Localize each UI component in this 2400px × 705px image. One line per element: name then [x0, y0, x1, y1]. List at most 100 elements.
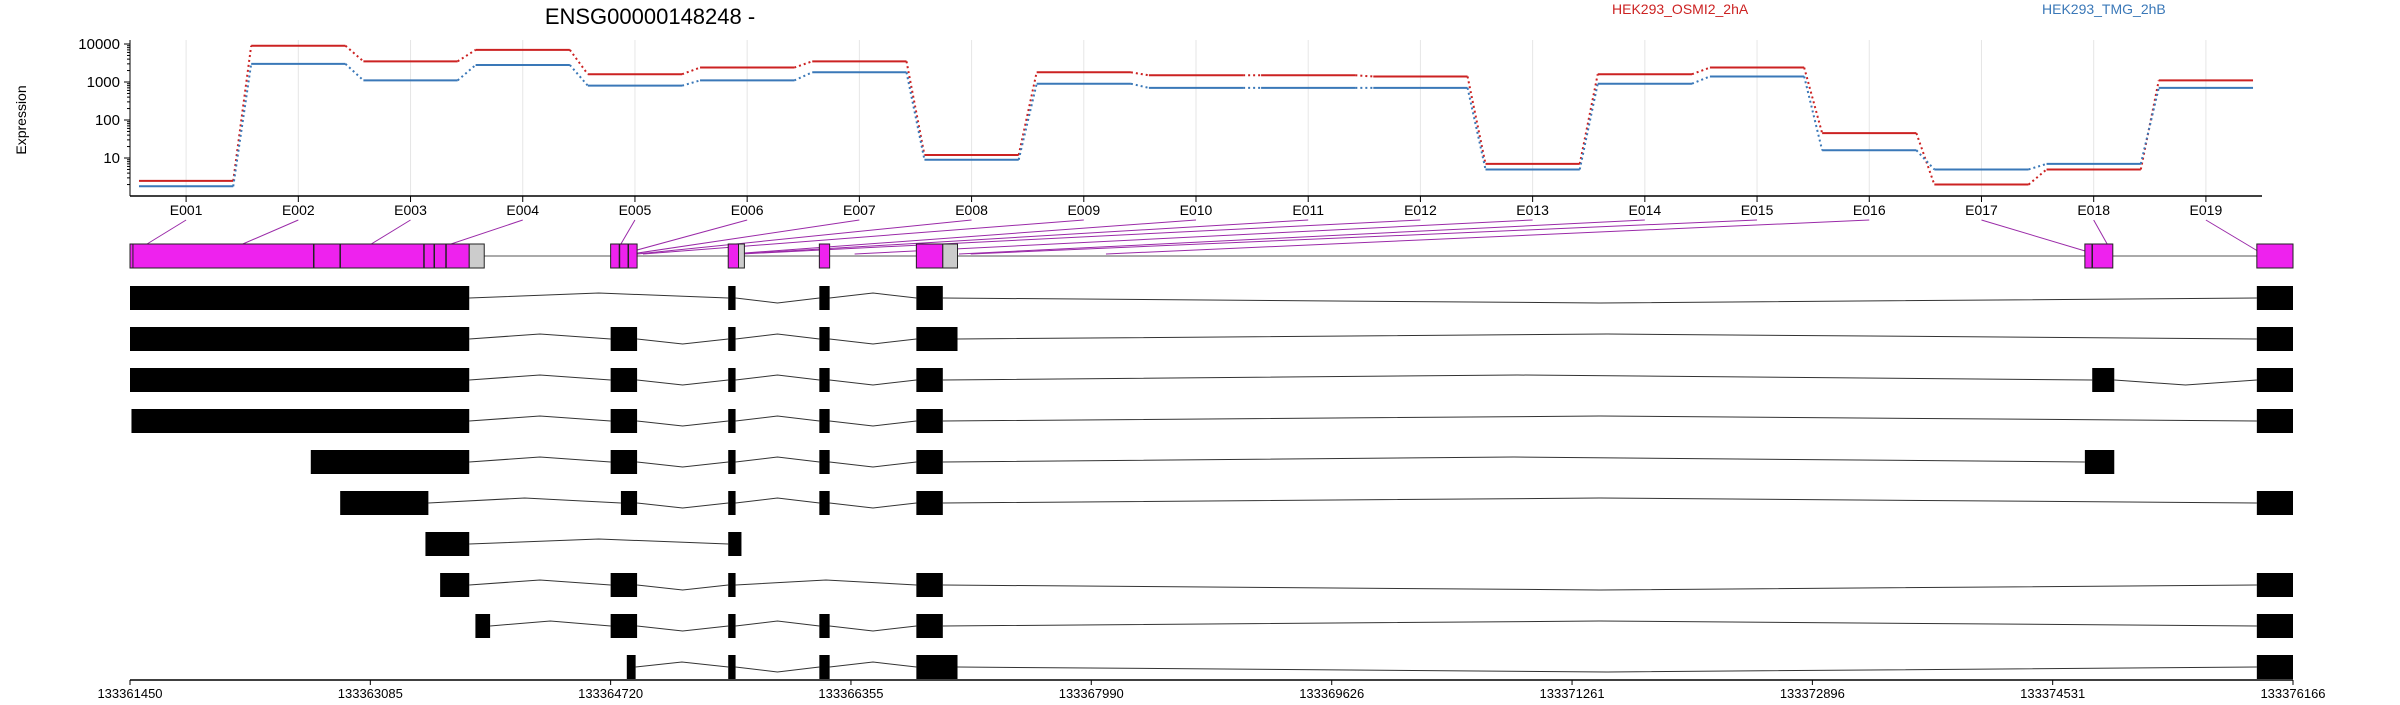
gene-model-exon-5: [738, 243, 745, 269]
transcript-3-exon-2: [728, 368, 736, 392]
transcript-5-exon-4: [916, 450, 943, 474]
transcript-6-intron-1: [637, 502, 729, 509]
transcript-1-exon-4: [2256, 286, 2293, 310]
series-0-connector-E015: [1803, 67, 1824, 134]
series-1-connector-E015: [1803, 76, 1824, 151]
gene-model-exon-3: [610, 243, 638, 269]
series-0-connector-E001: [232, 45, 253, 182]
exon-map-line-E010: [731, 219, 1197, 255]
series-1-connector-E006: [793, 71, 813, 82]
series-1-connector-E007: [905, 72, 926, 160]
exon-map-line-E013: [854, 219, 1533, 255]
transcript-10-intron-3: [957, 666, 2257, 673]
transcript-10-exon-0: [626, 655, 636, 679]
transcript-6-intron-4: [942, 497, 2257, 504]
transcript-9-intron-4: [942, 620, 2257, 627]
genomic-tick-label-9: 133376166: [2260, 686, 2325, 700]
transcript-10-intron-2: [829, 661, 917, 668]
transcript-3-intron-2: [735, 374, 820, 381]
series-0-connector-E006: [793, 60, 813, 69]
exon-map-line-E006: [622, 219, 748, 255]
x-tick-label-E003: E003: [394, 202, 427, 218]
gene-model-exon-2: [468, 243, 485, 269]
genomic-tick-label-4: 133367990: [1059, 686, 1124, 700]
transcript-2-intron-0: [469, 333, 611, 340]
y-tick-label: 10000: [78, 36, 120, 53]
transcript-1-exon-3: [916, 286, 943, 310]
transcript-6-exon-2: [728, 491, 736, 515]
transcript-2-exon-3: [819, 327, 830, 351]
series-0-connector-E002: [344, 44, 365, 63]
transcript-7-exon-0: [425, 532, 470, 556]
gene-model-track: [129, 243, 2294, 269]
transcript-6-exon-0: [340, 491, 429, 515]
x-tick-label-E019: E019: [2190, 202, 2223, 218]
transcript-7-exon-1: [728, 532, 742, 556]
exon-map-line-E017: [1981, 219, 2096, 255]
genomic-tick-label-6: 133371261: [1540, 686, 1605, 700]
x-tick-label-E017: E017: [1965, 202, 1998, 218]
transcript-1-intron-0: [469, 292, 729, 299]
series-1-connector-E014: [1691, 75, 1711, 85]
legend-entry-tmg: HEK293_TMG_2hB: [2042, 1, 2166, 17]
transcript-9-exon-4: [916, 614, 943, 638]
transcript-8-exon-0: [440, 573, 470, 597]
transcript-3-exon-4: [916, 368, 943, 392]
series-0-connector-E017: [2027, 168, 2048, 186]
transcript-6-exon-3: [819, 491, 830, 515]
transcript-4-intron-4: [942, 415, 2257, 422]
transcript-1-intron-1: [735, 297, 820, 304]
series-lines: [138, 44, 2254, 188]
x-tick-label-E016: E016: [1853, 202, 1886, 218]
transcript-3-intron-4: [942, 374, 2093, 381]
legend-entry-osmi2: HEK293_OSMI2_2hA: [1612, 1, 1749, 17]
genomic-tick-label-8: 133374531: [2020, 686, 2085, 700]
transcript-4-exon-1: [610, 409, 638, 433]
series-1-connector-E017: [2028, 162, 2047, 171]
exon-map-line-E008: [637, 219, 972, 255]
transcript-3-intron-5: [2114, 379, 2257, 386]
transcript-8-intron-0: [469, 579, 611, 586]
transcript-10-exon-2: [819, 655, 830, 679]
transcript-1-intron-2: [829, 292, 917, 299]
x-tick-label-E012: E012: [1404, 202, 1437, 218]
transcript-9-intron-3: [829, 625, 917, 632]
x-tick-label-E001: E001: [170, 202, 203, 218]
series-1-connector-E013: [1578, 83, 1599, 170]
transcript-5-exon-1: [610, 450, 638, 474]
x-tick-label-E006: E006: [731, 202, 764, 218]
exon-map-line-E019: [2205, 219, 2263, 255]
transcript-4-intron-1: [637, 420, 729, 427]
x-axis: E001 E002 E003 E004 E005 E006 E007 E008 E009 E010…: [130, 195, 2262, 218]
transcript-5-intron-1: [637, 461, 729, 468]
transcript-5-exon-3: [819, 450, 830, 474]
gene-model-exon-8: [942, 243, 959, 269]
transcript-3-exon-0: [130, 368, 470, 392]
transcript-7-intron-0: [469, 538, 729, 545]
series-0-connector-E003: [457, 49, 477, 63]
gene-model-exon-7: [915, 243, 944, 269]
genomic-coordinate-axis: 133361450 133363085 133364720 133366355 1333…: [97, 679, 2326, 701]
transcript-8-intron-3: [942, 584, 2257, 591]
series-0-connector-E011: [1355, 74, 1374, 78]
gene-model-exon-6: [818, 243, 831, 269]
y-tick-label: 100: [95, 112, 120, 129]
transcript-10-exon-4: [2256, 655, 2293, 679]
gene-model-exon-1: [129, 243, 134, 269]
x-tick-label-E013: E013: [1516, 202, 1549, 218]
transcript-9-intron-2: [735, 620, 820, 627]
transcript-9-exon-0: [475, 614, 491, 638]
y-tick-label: 1000: [87, 74, 120, 91]
transcript-9-exon-2: [728, 614, 736, 638]
transcript-4-exon-0: [131, 409, 470, 433]
x-tick-label-E008: E008: [955, 202, 988, 218]
transcript-2-exon-4: [916, 327, 958, 351]
x-tick-label-E010: E010: [1180, 202, 1213, 218]
transcript-9-intron-1: [637, 625, 729, 632]
series-0-connector-E007: [905, 61, 926, 156]
series-1-connector-E005: [681, 79, 701, 87]
transcript-5-exon-0: [310, 450, 470, 474]
transcript-6-exon-5: [2256, 491, 2293, 515]
transcript-5-intron-2: [735, 456, 820, 463]
